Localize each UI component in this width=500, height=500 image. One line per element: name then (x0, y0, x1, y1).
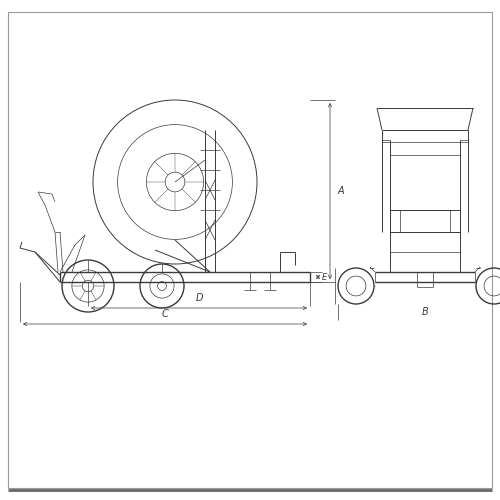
Text: A: A (338, 186, 344, 196)
Text: C: C (162, 309, 168, 319)
Bar (338, 268, 374, 304)
Bar (476, 268, 500, 304)
Text: D: D (195, 293, 203, 303)
Text: E: E (322, 272, 327, 281)
Text: B: B (422, 307, 428, 317)
